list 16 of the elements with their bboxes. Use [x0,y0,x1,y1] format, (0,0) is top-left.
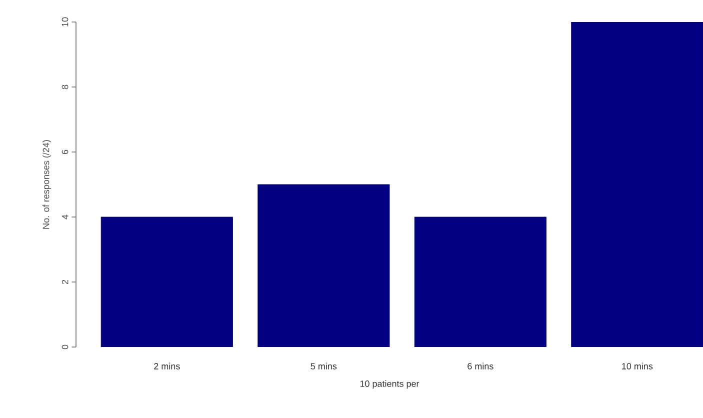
bar [414,216,546,347]
y-tick-label: 6 [62,150,68,154]
y-tick-label: 10 [62,17,68,26]
x-tick-label: 6 mins [468,362,494,370]
bar [100,216,233,347]
x-tick-label: 2 mins [154,362,180,370]
y-tick-label: 8 [62,84,68,90]
bar [258,184,390,347]
x-axis-title: 10 patients per [360,380,420,389]
bar [571,22,703,347]
x-tick-label: 10 mins [622,362,653,370]
y-axis-title: No. of responses (/24) [42,140,51,229]
y-tick-label: 4 [62,214,68,220]
x-tick-label: 5 mins [310,362,337,370]
y-tick-label: 0 [62,344,68,350]
y-tick-label: 2 [62,280,68,284]
